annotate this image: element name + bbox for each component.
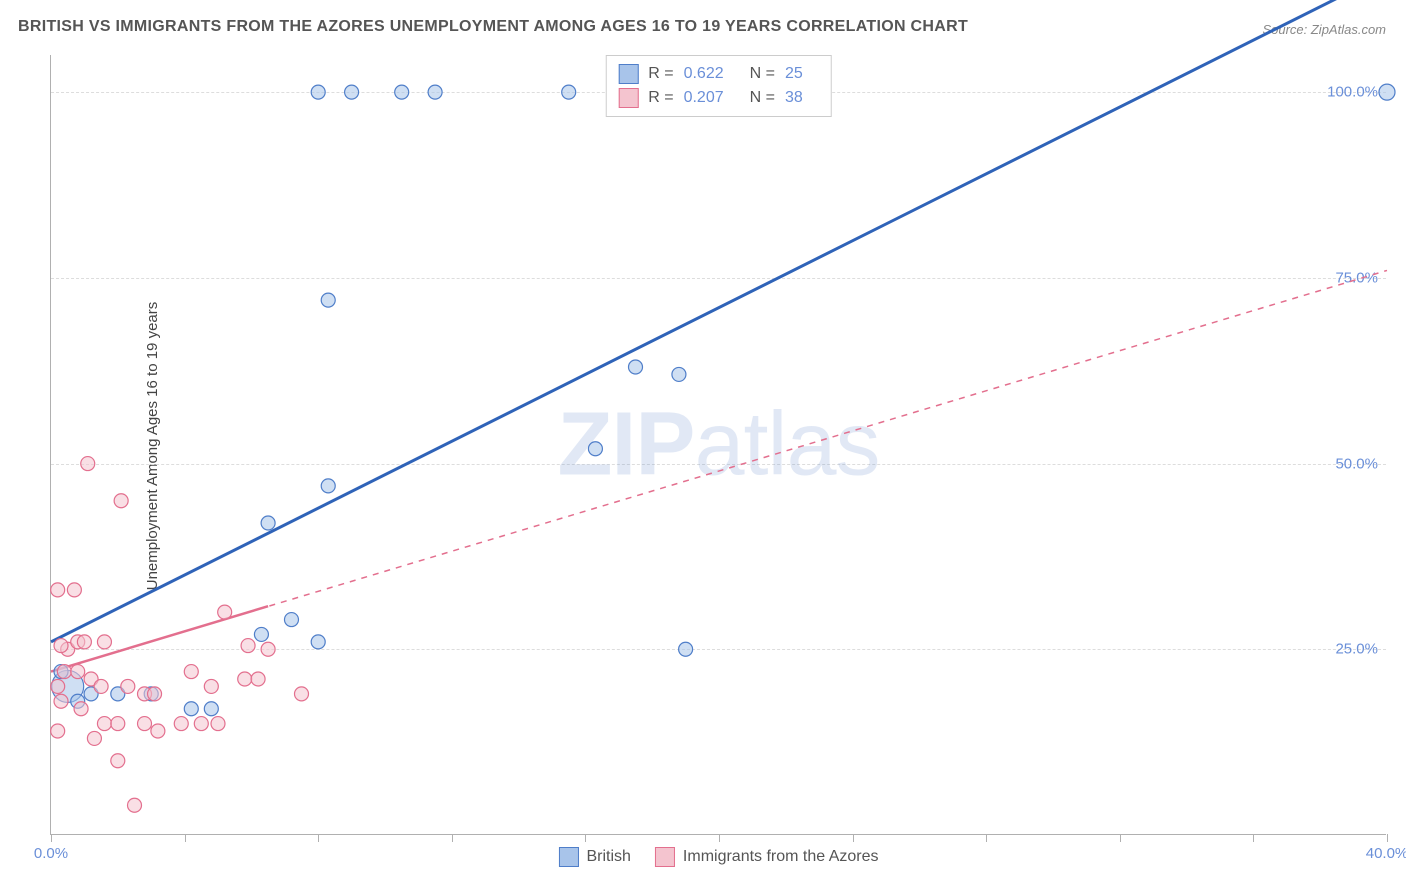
legend-n-label: N = (750, 65, 775, 83)
swatch-british (558, 847, 578, 867)
data-point (174, 717, 188, 731)
data-point (428, 85, 442, 99)
data-point (81, 457, 95, 471)
plot-area: ZIPatlas 25.0%50.0%75.0%100.0% 0.0%40.0%… (50, 55, 1386, 835)
x-tick (1120, 834, 1121, 842)
x-tick (853, 834, 854, 842)
data-point (679, 642, 693, 656)
data-point (77, 635, 91, 649)
x-tick (986, 834, 987, 842)
x-tick (185, 834, 186, 842)
data-point (148, 687, 162, 701)
data-point (218, 605, 232, 619)
legend-n-value-azores: 38 (785, 89, 803, 107)
legend-r-value-azores: 0.207 (684, 89, 724, 107)
legend-n-value-british: 25 (785, 65, 803, 83)
chart-svg (51, 55, 1386, 834)
x-tick (452, 834, 453, 842)
legend-item-british: British (558, 847, 630, 867)
legend-r-label: R = (648, 89, 673, 107)
data-point (184, 702, 198, 716)
swatch-british (618, 64, 638, 84)
data-point (71, 665, 85, 679)
data-point (111, 754, 125, 768)
data-point (254, 627, 268, 641)
x-tick (51, 834, 52, 842)
data-point (261, 642, 275, 656)
data-point (184, 665, 198, 679)
data-point (395, 85, 409, 99)
data-point (54, 694, 68, 708)
data-point (111, 717, 125, 731)
legend-label-azores: Immigrants from the Azores (683, 848, 879, 866)
series-legend: British Immigrants from the Azores (558, 847, 878, 867)
x-tick-label: 40.0% (1366, 845, 1406, 862)
data-point (321, 479, 335, 493)
legend-row-british: R = 0.622 N = 25 (618, 62, 819, 86)
data-point (284, 613, 298, 627)
x-tick (1253, 834, 1254, 842)
data-point (295, 687, 309, 701)
data-point (204, 702, 218, 716)
legend-r-value-british: 0.622 (684, 65, 724, 83)
data-point (51, 724, 65, 738)
data-point (311, 85, 325, 99)
data-point (97, 717, 111, 731)
legend-r-label: R = (648, 65, 673, 83)
x-tick (585, 834, 586, 842)
data-point (54, 639, 68, 653)
data-point (97, 635, 111, 649)
data-point (629, 360, 643, 374)
source-attribution: Source: ZipAtlas.com (1262, 22, 1386, 37)
swatch-azores (618, 88, 638, 108)
data-point (672, 367, 686, 381)
data-point (74, 702, 88, 716)
data-point (128, 798, 142, 812)
x-tick-label: 0.0% (34, 845, 68, 862)
data-point (345, 85, 359, 99)
x-tick (1387, 834, 1388, 842)
chart-title: BRITISH VS IMMIGRANTS FROM THE AZORES UN… (18, 18, 968, 36)
data-point (51, 583, 65, 597)
data-point (311, 635, 325, 649)
data-point (211, 717, 225, 731)
data-point (194, 717, 208, 731)
data-point (114, 494, 128, 508)
data-point (121, 679, 135, 693)
data-point (87, 731, 101, 745)
legend-label-british: British (586, 848, 630, 866)
data-point (94, 679, 108, 693)
legend-item-azores: Immigrants from the Azores (655, 847, 879, 867)
data-point (261, 516, 275, 530)
data-point (67, 583, 81, 597)
data-point (57, 665, 71, 679)
correlation-legend: R = 0.622 N = 25 R = 0.207 N = 38 (605, 55, 832, 117)
legend-row-azores: R = 0.207 N = 38 (618, 86, 819, 110)
x-tick (318, 834, 319, 842)
data-point (204, 679, 218, 693)
swatch-azores (655, 847, 675, 867)
data-point (238, 672, 252, 686)
data-point (251, 672, 265, 686)
data-point (151, 724, 165, 738)
data-point (321, 293, 335, 307)
data-point (562, 85, 576, 99)
data-point (1379, 84, 1395, 100)
data-point (138, 717, 152, 731)
data-point (51, 679, 65, 693)
data-point (588, 442, 602, 456)
data-point (241, 639, 255, 653)
legend-n-label: N = (750, 89, 775, 107)
x-tick (719, 834, 720, 842)
